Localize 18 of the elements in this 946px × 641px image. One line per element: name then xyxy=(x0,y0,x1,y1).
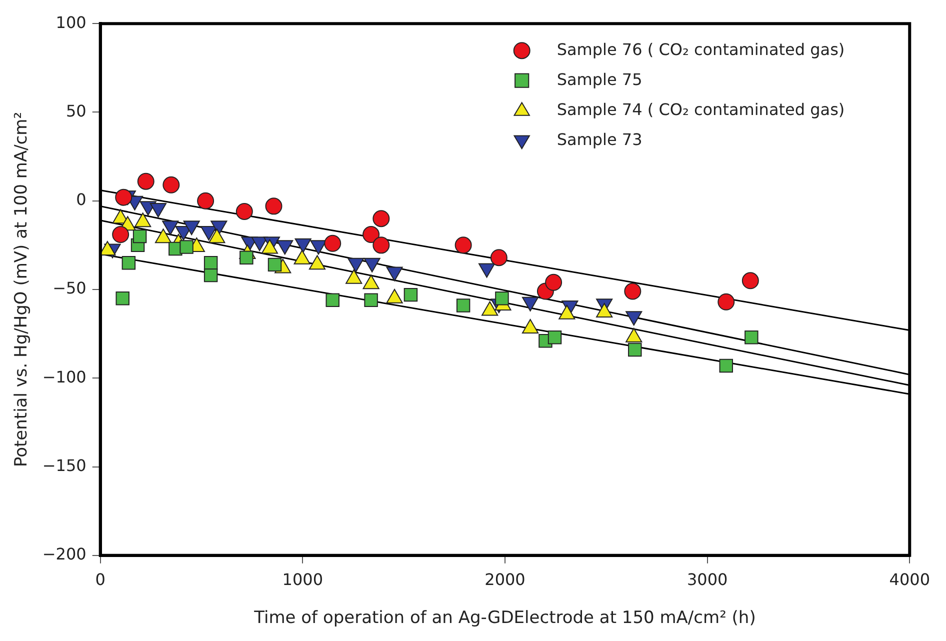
y-tick-label: 50 xyxy=(66,101,86,120)
y-tick-label: −200 xyxy=(42,544,86,564)
legend-label: Sample 74 ( CO₂ contaminated gas) xyxy=(556,100,845,119)
x-tick-label: 4000 xyxy=(889,570,930,590)
y-axis-title: Potential vs. Hg/HgO (mV) at 100 mA/cm² xyxy=(12,112,32,468)
y-tick-label: −150 xyxy=(42,456,86,475)
legend-label: Sample 75 xyxy=(556,70,642,89)
legend-label: Sample 73 xyxy=(556,130,642,149)
y-tick-label: 0 xyxy=(76,190,86,210)
y-tick-label: 100 xyxy=(56,12,86,32)
x-tick-label: 1000 xyxy=(282,570,324,590)
legend-label: Sample 76 ( CO₂ contaminated gas) xyxy=(556,40,845,59)
y-tick-label: −100 xyxy=(42,367,86,386)
x-tick-label: 3000 xyxy=(686,570,728,590)
x-axis-title: Time of operation of an Ag-GDElectrode at 150 mA/cm² (h) xyxy=(253,608,756,628)
x-tick-label: 0 xyxy=(95,570,106,590)
x-tick-label: 2000 xyxy=(484,570,526,590)
y-tick-label: −50 xyxy=(52,278,86,298)
